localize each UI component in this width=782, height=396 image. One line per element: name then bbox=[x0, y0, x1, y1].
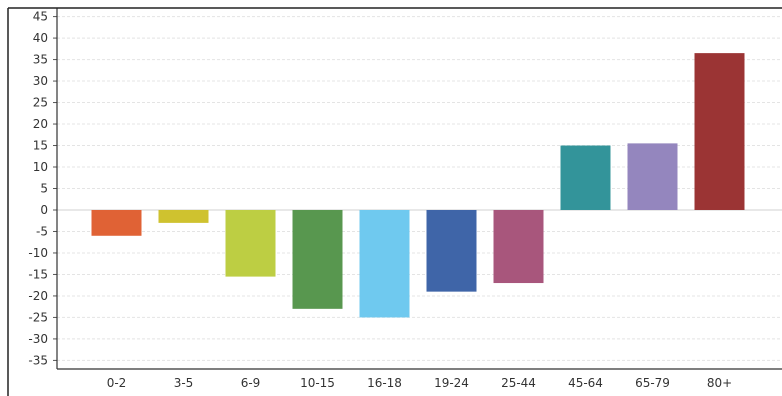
bar-6-9 bbox=[225, 209, 276, 277]
y-tick-label: -5 bbox=[36, 224, 48, 238]
y-tick-label: -25 bbox=[28, 310, 48, 324]
bar-65-79 bbox=[627, 143, 678, 210]
y-tick-label: 0 bbox=[40, 203, 48, 217]
y-tick-label: 15 bbox=[33, 139, 48, 153]
bars bbox=[91, 53, 745, 318]
y-tick-label: 10 bbox=[33, 160, 48, 174]
bar-80+ bbox=[694, 53, 745, 210]
bar-45-64 bbox=[560, 145, 611, 210]
y-tick-label: -35 bbox=[28, 353, 48, 367]
x-tick-label: 6-9 bbox=[241, 376, 261, 390]
y-tick-label: -20 bbox=[28, 289, 48, 303]
x-tick-label: 45-64 bbox=[568, 376, 603, 390]
y-tick-labels: -35 -30 -25 -20 -15 -10 -5 0 5 10 15 20 25 30 35 40 45 bbox=[28, 10, 48, 368]
x-tick-label: 19-24 bbox=[434, 376, 469, 390]
x-tick-labels: 0-2 3-5 6-9 10-15 16-18 19-24 25-44 45-64 65-79 8… bbox=[107, 376, 732, 390]
x-tick-label: 10-15 bbox=[300, 376, 335, 390]
x-tick-label: 16-18 bbox=[367, 376, 402, 390]
y-tick-label: 25 bbox=[33, 96, 48, 110]
x-tick-label: 65-79 bbox=[635, 376, 670, 390]
axes bbox=[7, 7, 782, 396]
x-tick-label: 80+ bbox=[707, 376, 732, 390]
y-tick-label: 45 bbox=[33, 10, 48, 24]
x-tick-label: 3-5 bbox=[174, 376, 194, 390]
y-tick-label: -10 bbox=[28, 246, 48, 260]
bar-10-15 bbox=[292, 209, 343, 309]
x-tick-label: 0-2 bbox=[107, 376, 127, 390]
y-tick-label: -30 bbox=[28, 332, 48, 346]
y-tick-label: -15 bbox=[28, 267, 48, 281]
bar-0-2 bbox=[91, 209, 142, 236]
y-tick-label: 5 bbox=[40, 182, 48, 196]
y-tick-label: 30 bbox=[33, 74, 48, 88]
bar-16-18 bbox=[359, 209, 410, 318]
bar-3-5 bbox=[158, 209, 209, 223]
bar-25-44 bbox=[493, 209, 544, 284]
y-tick-label: 35 bbox=[33, 53, 48, 67]
x-tick-label: 25-44 bbox=[501, 376, 536, 390]
bar-19-24 bbox=[426, 209, 477, 292]
y-tick-label: 40 bbox=[33, 31, 48, 45]
y-tick-label: 20 bbox=[33, 117, 48, 131]
